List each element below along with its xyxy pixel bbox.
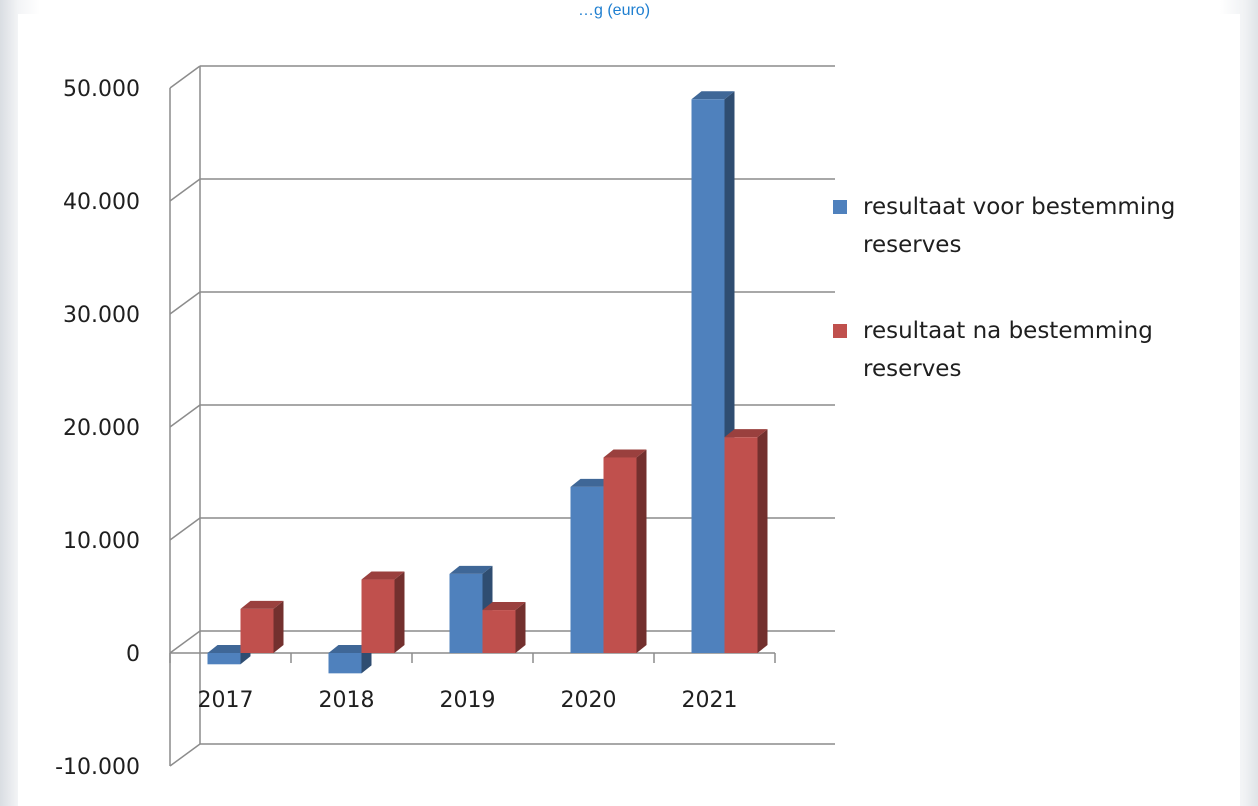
bar-2018-series-1	[328, 653, 362, 674]
bar-top	[361, 571, 405, 580]
y-tick-label: 50.000	[63, 77, 140, 102]
bar-2020-series-2	[603, 457, 637, 653]
gridline-slant	[169, 65, 201, 89]
legend-label: resultaat voor bestemming	[863, 194, 1175, 220]
bar-2021-series-1	[691, 99, 725, 654]
gridline-slant	[169, 743, 201, 767]
bar-top	[449, 565, 493, 574]
bar-top	[603, 449, 647, 458]
bar-side	[273, 600, 284, 653]
bar-side	[394, 571, 405, 653]
y-tick-label: 40.000	[63, 190, 140, 215]
y-tick-label: -10.000	[55, 755, 140, 780]
gridline-slant	[169, 178, 201, 202]
x-tick-label: 2020	[561, 688, 617, 713]
gridline-slant	[169, 291, 201, 315]
x-tick-label: 2017	[198, 688, 254, 713]
x-tick-label: 2018	[319, 688, 375, 713]
bar-top	[207, 645, 251, 653]
legend-label: reserves	[863, 356, 961, 382]
bar-2021-series-2	[724, 437, 758, 653]
x-tick-label: 2019	[440, 688, 496, 713]
bar-side	[757, 429, 768, 653]
top-caption: …g (euro)	[578, 2, 651, 19]
gridline-slant	[169, 630, 201, 654]
legend-label: resultaat na bestemming	[863, 318, 1153, 344]
gridline-slant	[169, 517, 201, 541]
bar-side	[636, 449, 647, 653]
bar-top	[570, 478, 614, 487]
legend-swatch	[833, 324, 847, 338]
legend-swatch	[833, 200, 847, 214]
bar-top	[724, 429, 768, 438]
bar-2019-series-2	[482, 610, 516, 653]
bar-2019-series-1	[449, 573, 483, 653]
bar-top	[328, 645, 372, 653]
y-tick-label: 30.000	[63, 303, 140, 328]
gridline-slant	[169, 404, 201, 428]
bar-2017-series-2	[240, 608, 274, 653]
y-tick-label: 20.000	[63, 416, 140, 441]
bar-side	[515, 602, 526, 653]
bar-top	[482, 602, 526, 611]
bar-2017-series-1	[207, 653, 241, 665]
y-tick-label: 10.000	[63, 529, 140, 554]
x-tick-label: 2021	[682, 688, 738, 713]
bar-2018-series-2	[361, 579, 395, 653]
bar-chart: -10.000 0 10.000 20.000 30.000 40.000 50.000 20…	[55, 65, 1175, 780]
bar-top	[691, 91, 735, 100]
bar-2020-series-1	[570, 486, 604, 653]
bar-top	[240, 600, 284, 609]
y-tick-label: 0	[126, 642, 140, 667]
legend-label: reserves	[863, 232, 961, 258]
chart-card: …g (euro) -10.000 0 10.000 20.000 30.000 40.0…	[18, 2, 1240, 806]
